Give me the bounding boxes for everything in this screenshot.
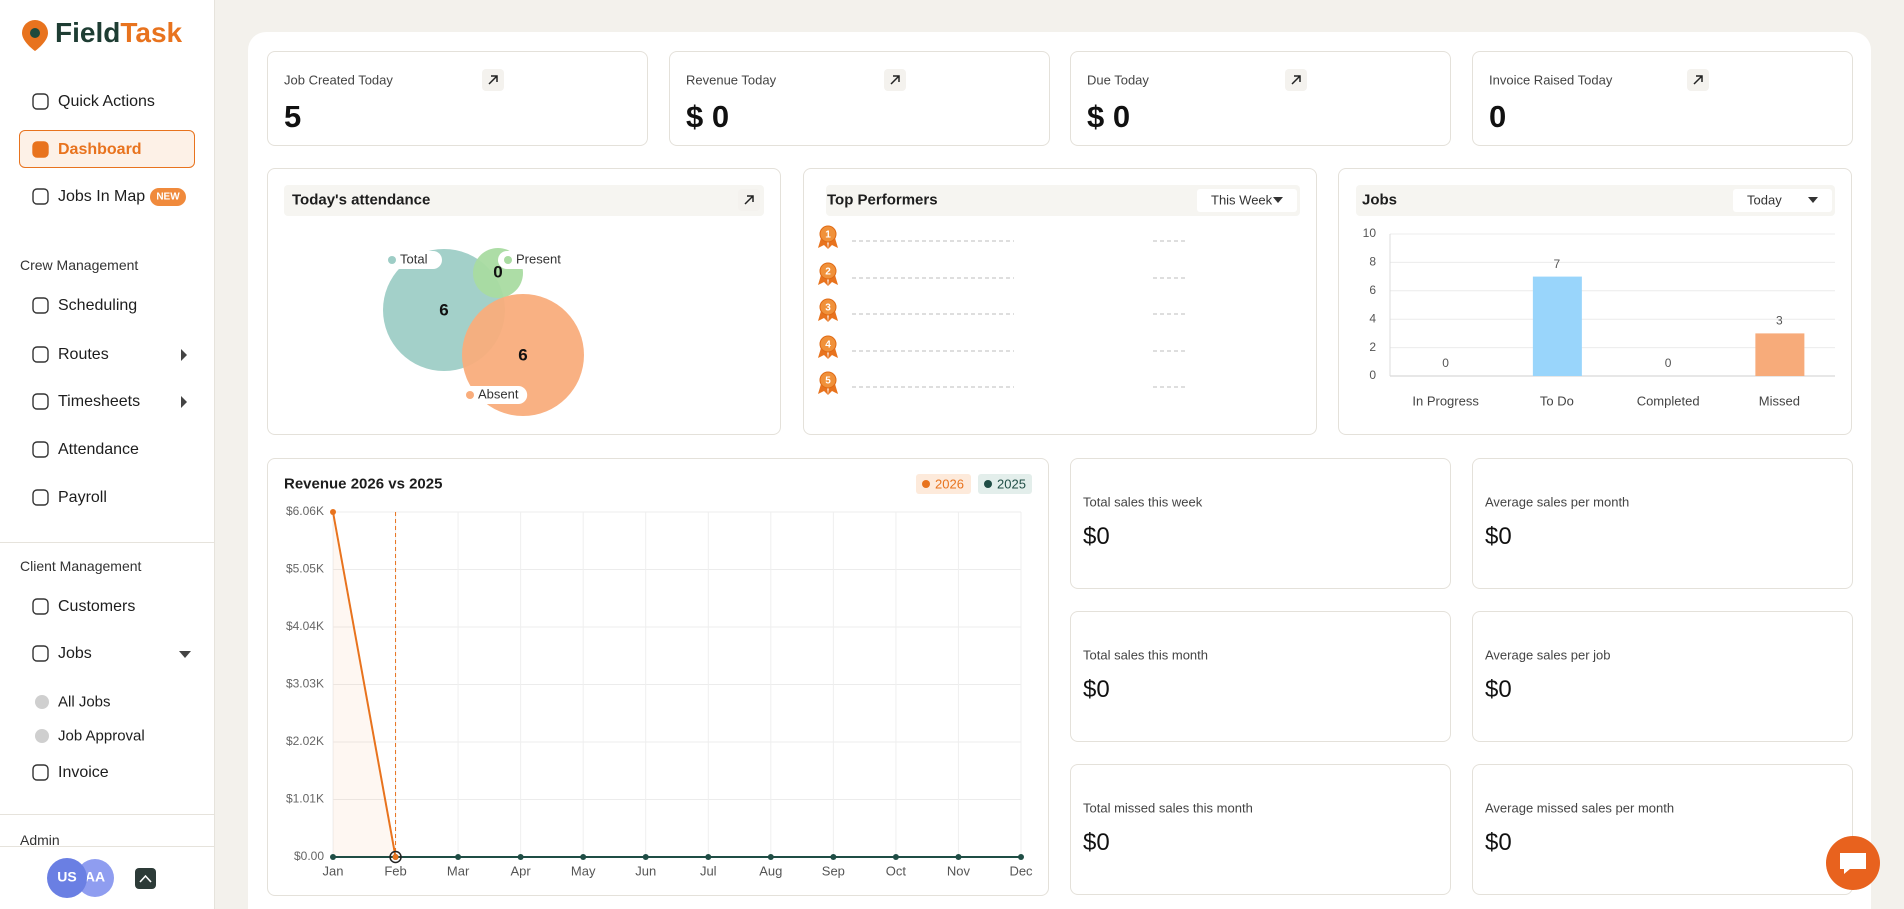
dropdown-text: This Week (1211, 192, 1273, 208)
new-badge-text: NEW (156, 191, 180, 203)
dashboard-active[interactable] (19, 130, 195, 168)
logo-first: Field (55, 17, 121, 48)
card (669, 51, 1050, 146)
nav-item[interactable]: Scheduling (58, 297, 138, 314)
card (1070, 611, 1451, 742)
stat-label: Due Today (1087, 72, 1149, 88)
card-title: Today's attendance (292, 191, 431, 209)
nav-item[interactable]: Jobs In Map (58, 188, 146, 205)
sales-label: Total missed sales this month (1083, 800, 1253, 816)
card (1472, 764, 1853, 895)
nav-item[interactable]: Timesheets (58, 393, 141, 410)
nav-subitem[interactable]: All Jobs (58, 693, 111, 711)
sales-value: $0 (1485, 829, 1512, 856)
stat-value: 5 (284, 99, 302, 134)
nav-item[interactable]: Invoice (58, 764, 109, 781)
stat-value: 0 (1489, 99, 1507, 134)
section-title: Admin (20, 832, 60, 848)
nav-item[interactable]: Customers (58, 598, 136, 615)
dropdown[interactable] (1197, 189, 1297, 212)
card (267, 458, 1049, 896)
sales-value: $0 (1083, 523, 1110, 550)
sales-label: Average missed sales per month (1485, 800, 1675, 816)
card-title: Revenue 2026 vs 2025 (284, 475, 443, 493)
logo-text: FieldTask (55, 17, 182, 49)
stat-value: $ 0 (686, 99, 730, 134)
card (1472, 458, 1853, 589)
sales-value: $0 (1083, 829, 1110, 856)
dropdown[interactable] (1733, 189, 1832, 212)
sales-label: Total sales this week (1083, 494, 1203, 510)
logo-second: Task (120, 17, 183, 48)
user-bar (0, 846, 214, 909)
sales-value: $0 (1485, 676, 1512, 703)
sales-value: $0 (1485, 523, 1512, 550)
dropdown-text: Today (1747, 192, 1782, 208)
stat-label: Invoice Raised Today (1489, 72, 1613, 88)
nav-item[interactable]: Payroll (58, 489, 107, 506)
card-header (284, 185, 764, 216)
sales-label: Total sales this month (1083, 647, 1209, 663)
card-title: Jobs (1362, 191, 1398, 209)
nav-item[interactable]: Dashboard (58, 141, 142, 158)
section-title: Crew Management (20, 257, 139, 273)
stat-label: Job Created Today (284, 72, 393, 88)
nav-subitem[interactable]: Job Approval (58, 727, 145, 745)
stat-label: Revenue Today (686, 72, 777, 88)
sales-label: Average sales per month (1485, 494, 1630, 510)
nav-item[interactable]: Quick Actions (58, 93, 155, 110)
new-badge (150, 188, 186, 206)
divider (0, 542, 214, 543)
card (1070, 458, 1451, 589)
card (267, 51, 648, 146)
card (1070, 51, 1451, 146)
stat-value: $ 0 (1087, 99, 1131, 134)
divider (0, 814, 214, 815)
card (1070, 764, 1451, 895)
nav-item[interactable]: Attendance (58, 441, 139, 458)
nav-item[interactable]: Routes (58, 346, 109, 363)
sales-label: Average sales per job (1485, 647, 1611, 663)
card (1472, 51, 1853, 146)
card (1472, 611, 1853, 742)
sales-value: $0 (1083, 676, 1110, 703)
section-title: Client Management (20, 558, 142, 574)
card-title: Top Performers (827, 191, 938, 209)
nav-item[interactable]: Jobs (58, 645, 92, 662)
